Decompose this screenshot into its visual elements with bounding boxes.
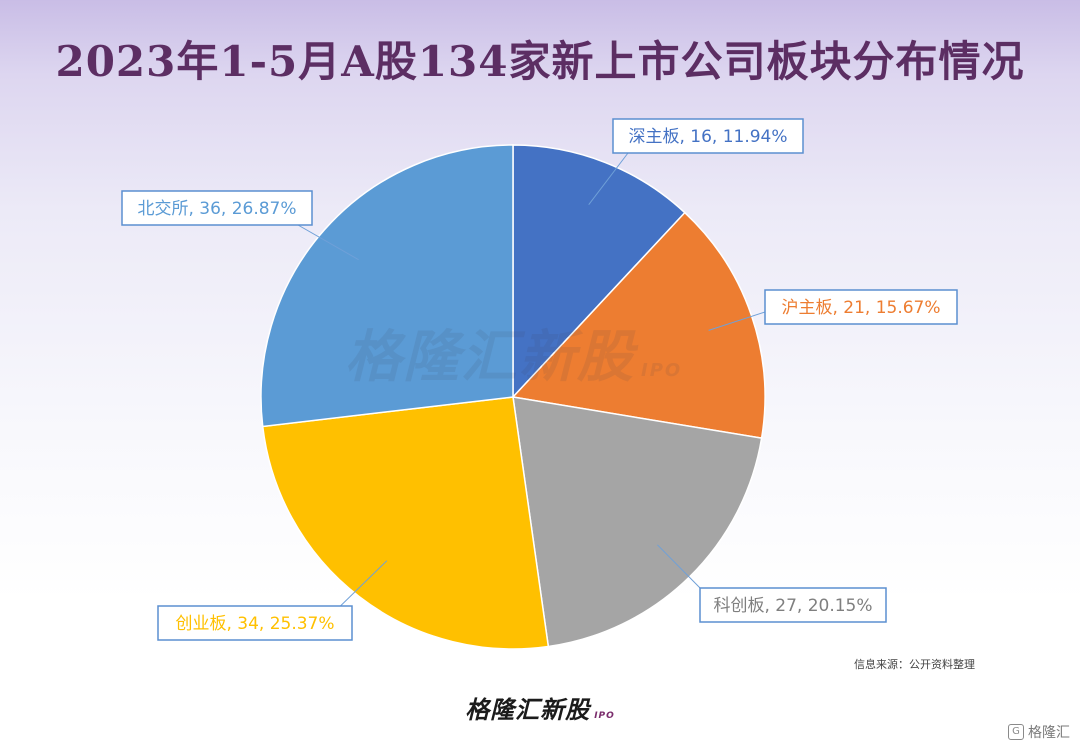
label-leader-line	[657, 544, 705, 593]
pie-slice-1	[512, 144, 686, 399]
watermark-text: 格隆汇新股	[345, 325, 635, 390]
label-leader-line	[708, 311, 766, 331]
footer-brand-text: 格隆汇新股	[465, 696, 591, 724]
data-label-2: 沪主板, 21, 15.67%	[708, 289, 958, 331]
label-leader-line	[588, 152, 629, 206]
label-text: 北交所, 36, 26.87%	[137, 199, 296, 219]
watermark-ipo: IPO	[641, 360, 683, 381]
label-text: 科创板, 27, 20.15%	[713, 596, 872, 616]
data-label-5: 北交所, 36, 26.87%	[121, 190, 359, 261]
pie-slice-4	[261, 396, 550, 650]
source-note: 信息来源：公开资料整理	[854, 658, 975, 671]
data-label-3: 科创板, 27, 20.15%	[657, 544, 887, 623]
corner-logo: G 格隆汇	[1008, 722, 1070, 742]
footer-brand-ipo: IPO	[594, 711, 615, 721]
label-text: 创业板, 34, 25.37%	[175, 614, 334, 634]
data-label-4: 创业板, 34, 25.37%	[157, 560, 388, 641]
label-text: 深主板, 16, 11.94%	[628, 127, 787, 147]
label-box	[121, 190, 313, 226]
label-leader-line	[297, 224, 359, 261]
label-box	[699, 587, 887, 623]
chart-title: 2023年1-5月A股134家新上市公司板块分布情况	[55, 37, 1025, 86]
data-label-1: 深主板, 16, 11.94%	[588, 118, 804, 206]
footer-brand: 格隆汇新股 IPO	[0, 690, 1080, 725]
pie-slice-5	[260, 144, 514, 428]
label-box	[612, 118, 804, 154]
watermark: 格隆汇新股 IPO	[345, 312, 682, 393]
label-box	[157, 605, 353, 641]
pie-slice-2	[511, 211, 766, 440]
brand-logo-icon: G	[1008, 724, 1024, 740]
label-box	[764, 289, 958, 325]
corner-logo-text: 格隆汇	[1028, 725, 1070, 741]
label-text: 沪主板, 21, 15.67%	[781, 298, 940, 318]
